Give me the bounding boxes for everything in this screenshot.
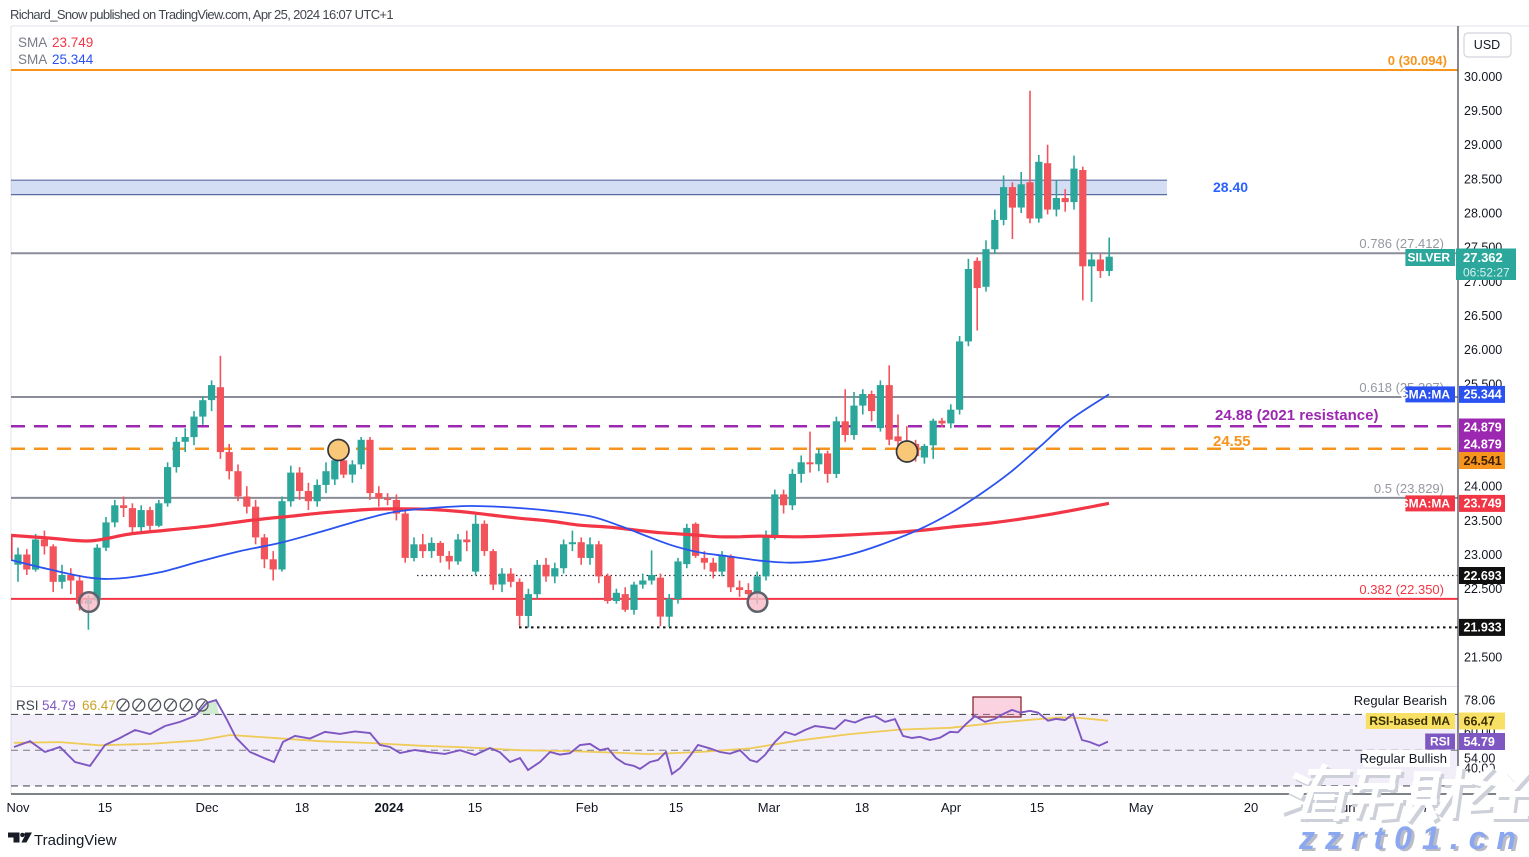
svg-text:SILVER: SILVER <box>1408 251 1451 265</box>
svg-text:26.000: 26.000 <box>1464 343 1502 357</box>
svg-text:Mar: Mar <box>758 800 781 815</box>
svg-text:24.541: 24.541 <box>1464 454 1502 468</box>
svg-text:SMA:MA: SMA:MA <box>1401 387 1451 401</box>
svg-text:28.000: 28.000 <box>1464 207 1502 221</box>
svg-text:21.500: 21.500 <box>1464 651 1502 665</box>
svg-text:06:52:27: 06:52:27 <box>1463 266 1510 280</box>
svg-text:28.500: 28.500 <box>1464 172 1502 186</box>
svg-text:RSI-based MA: RSI-based MA <box>1369 714 1450 728</box>
svg-text:22.693: 22.693 <box>1464 569 1502 583</box>
svg-text:0.786 (27.412): 0.786 (27.412) <box>1359 236 1444 251</box>
svg-text:24.879: 24.879 <box>1464 420 1502 434</box>
svg-text:Richard_Snow published on Trad: Richard_Snow published on TradingView.co… <box>10 7 393 22</box>
svg-text:54.79: 54.79 <box>42 698 76 713</box>
svg-text:25.344: 25.344 <box>1464 388 1502 402</box>
svg-text:23.749: 23.749 <box>1464 497 1502 511</box>
svg-text:15: 15 <box>98 800 112 815</box>
svg-text:zzrt01.cn: zzrt01.cn <box>1298 820 1526 856</box>
svg-text:2024: 2024 <box>375 800 405 815</box>
svg-text:SMA: SMA <box>18 35 47 50</box>
svg-text:30.000: 30.000 <box>1464 70 1502 84</box>
svg-text:54.79: 54.79 <box>1464 735 1495 749</box>
svg-text:26.500: 26.500 <box>1464 309 1502 323</box>
svg-text:18: 18 <box>855 800 869 815</box>
svg-text:78.06: 78.06 <box>1464 694 1495 708</box>
svg-text:21.933: 21.933 <box>1464 621 1502 635</box>
svg-text:Regular Bearish: Regular Bearish <box>1354 693 1447 708</box>
svg-text:Dec: Dec <box>195 800 219 815</box>
svg-text:0.5 (23.829): 0.5 (23.829) <box>1374 481 1444 496</box>
svg-text:15: 15 <box>669 800 683 815</box>
svg-text:28.40: 28.40 <box>1213 179 1248 195</box>
svg-text:20: 20 <box>1244 800 1258 815</box>
svg-text:May: May <box>1129 800 1154 815</box>
svg-text:24.55: 24.55 <box>1213 433 1251 450</box>
svg-text:66.47: 66.47 <box>82 698 116 713</box>
svg-text:24.000: 24.000 <box>1464 480 1502 494</box>
svg-text:Apr: Apr <box>941 800 962 815</box>
svg-text:Regular Bullish: Regular Bullish <box>1360 751 1447 766</box>
svg-text:25.344: 25.344 <box>52 52 94 67</box>
svg-text:29.500: 29.500 <box>1464 104 1502 118</box>
svg-text:22.500: 22.500 <box>1464 582 1502 596</box>
svg-text:TradingView: TradingView <box>34 832 117 849</box>
svg-text:54.00: 54.00 <box>1464 752 1495 766</box>
svg-text:24.879: 24.879 <box>1464 437 1502 451</box>
svg-text:USD: USD <box>1474 38 1500 52</box>
svg-text:27.362: 27.362 <box>1463 250 1503 265</box>
svg-text:Nov: Nov <box>6 800 30 815</box>
svg-text:29.000: 29.000 <box>1464 138 1502 152</box>
svg-text:0.382 (22.350): 0.382 (22.350) <box>1359 582 1444 597</box>
svg-text:18: 18 <box>295 800 309 815</box>
svg-text:15: 15 <box>1030 800 1044 815</box>
svg-text:RSI: RSI <box>16 698 39 713</box>
svg-text:24.88 (2021 resistance): 24.88 (2021 resistance) <box>1215 407 1378 424</box>
svg-text:SMA: SMA <box>18 52 47 67</box>
svg-text:0 (30.094): 0 (30.094) <box>1388 53 1447 68</box>
svg-text:15: 15 <box>468 800 482 815</box>
svg-text:RSI: RSI <box>1430 735 1450 749</box>
svg-text:zzrt01.cn: zzrt01.cn <box>1301 822 1529 857</box>
svg-text:23.749: 23.749 <box>52 35 93 50</box>
svg-text:66.47: 66.47 <box>1464 714 1495 728</box>
svg-text:Feb: Feb <box>576 800 598 815</box>
svg-text:23.500: 23.500 <box>1464 514 1502 528</box>
svg-text:23.000: 23.000 <box>1464 548 1502 562</box>
svg-text:SMA:MA: SMA:MA <box>1401 496 1451 510</box>
